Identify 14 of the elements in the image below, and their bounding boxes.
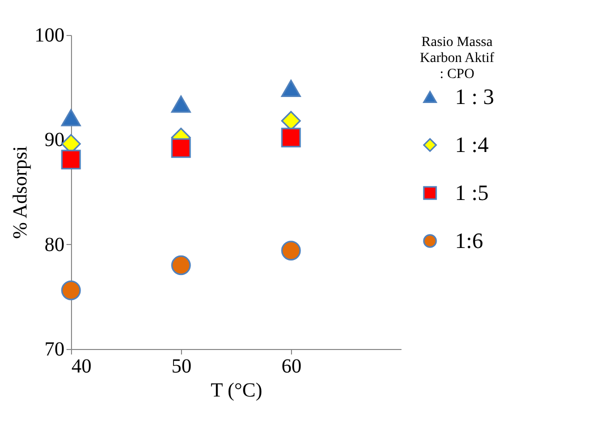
y-tick-label: 80 xyxy=(44,234,64,256)
y-tick-label: 90 xyxy=(44,129,64,152)
x-tick-label: 60 xyxy=(282,356,302,378)
legend-label: 1:6 xyxy=(455,228,484,253)
x-axis-title: T (°C) xyxy=(210,380,262,402)
legend-label: 1 : 3 xyxy=(455,84,494,109)
x-tick-label: 50 xyxy=(172,356,192,378)
x-tick-label: 40 xyxy=(72,356,92,378)
y-tick-label: 100 xyxy=(34,24,64,46)
legend-label: 1 :5 xyxy=(455,180,489,205)
legend-label: 1 :4 xyxy=(455,132,489,157)
y-axis-title: % Adsorpsi xyxy=(10,146,32,239)
legend-title: Rasio Massa Karbon Aktif : CPO xyxy=(420,35,494,82)
y-tick-label: 70 xyxy=(44,338,64,360)
